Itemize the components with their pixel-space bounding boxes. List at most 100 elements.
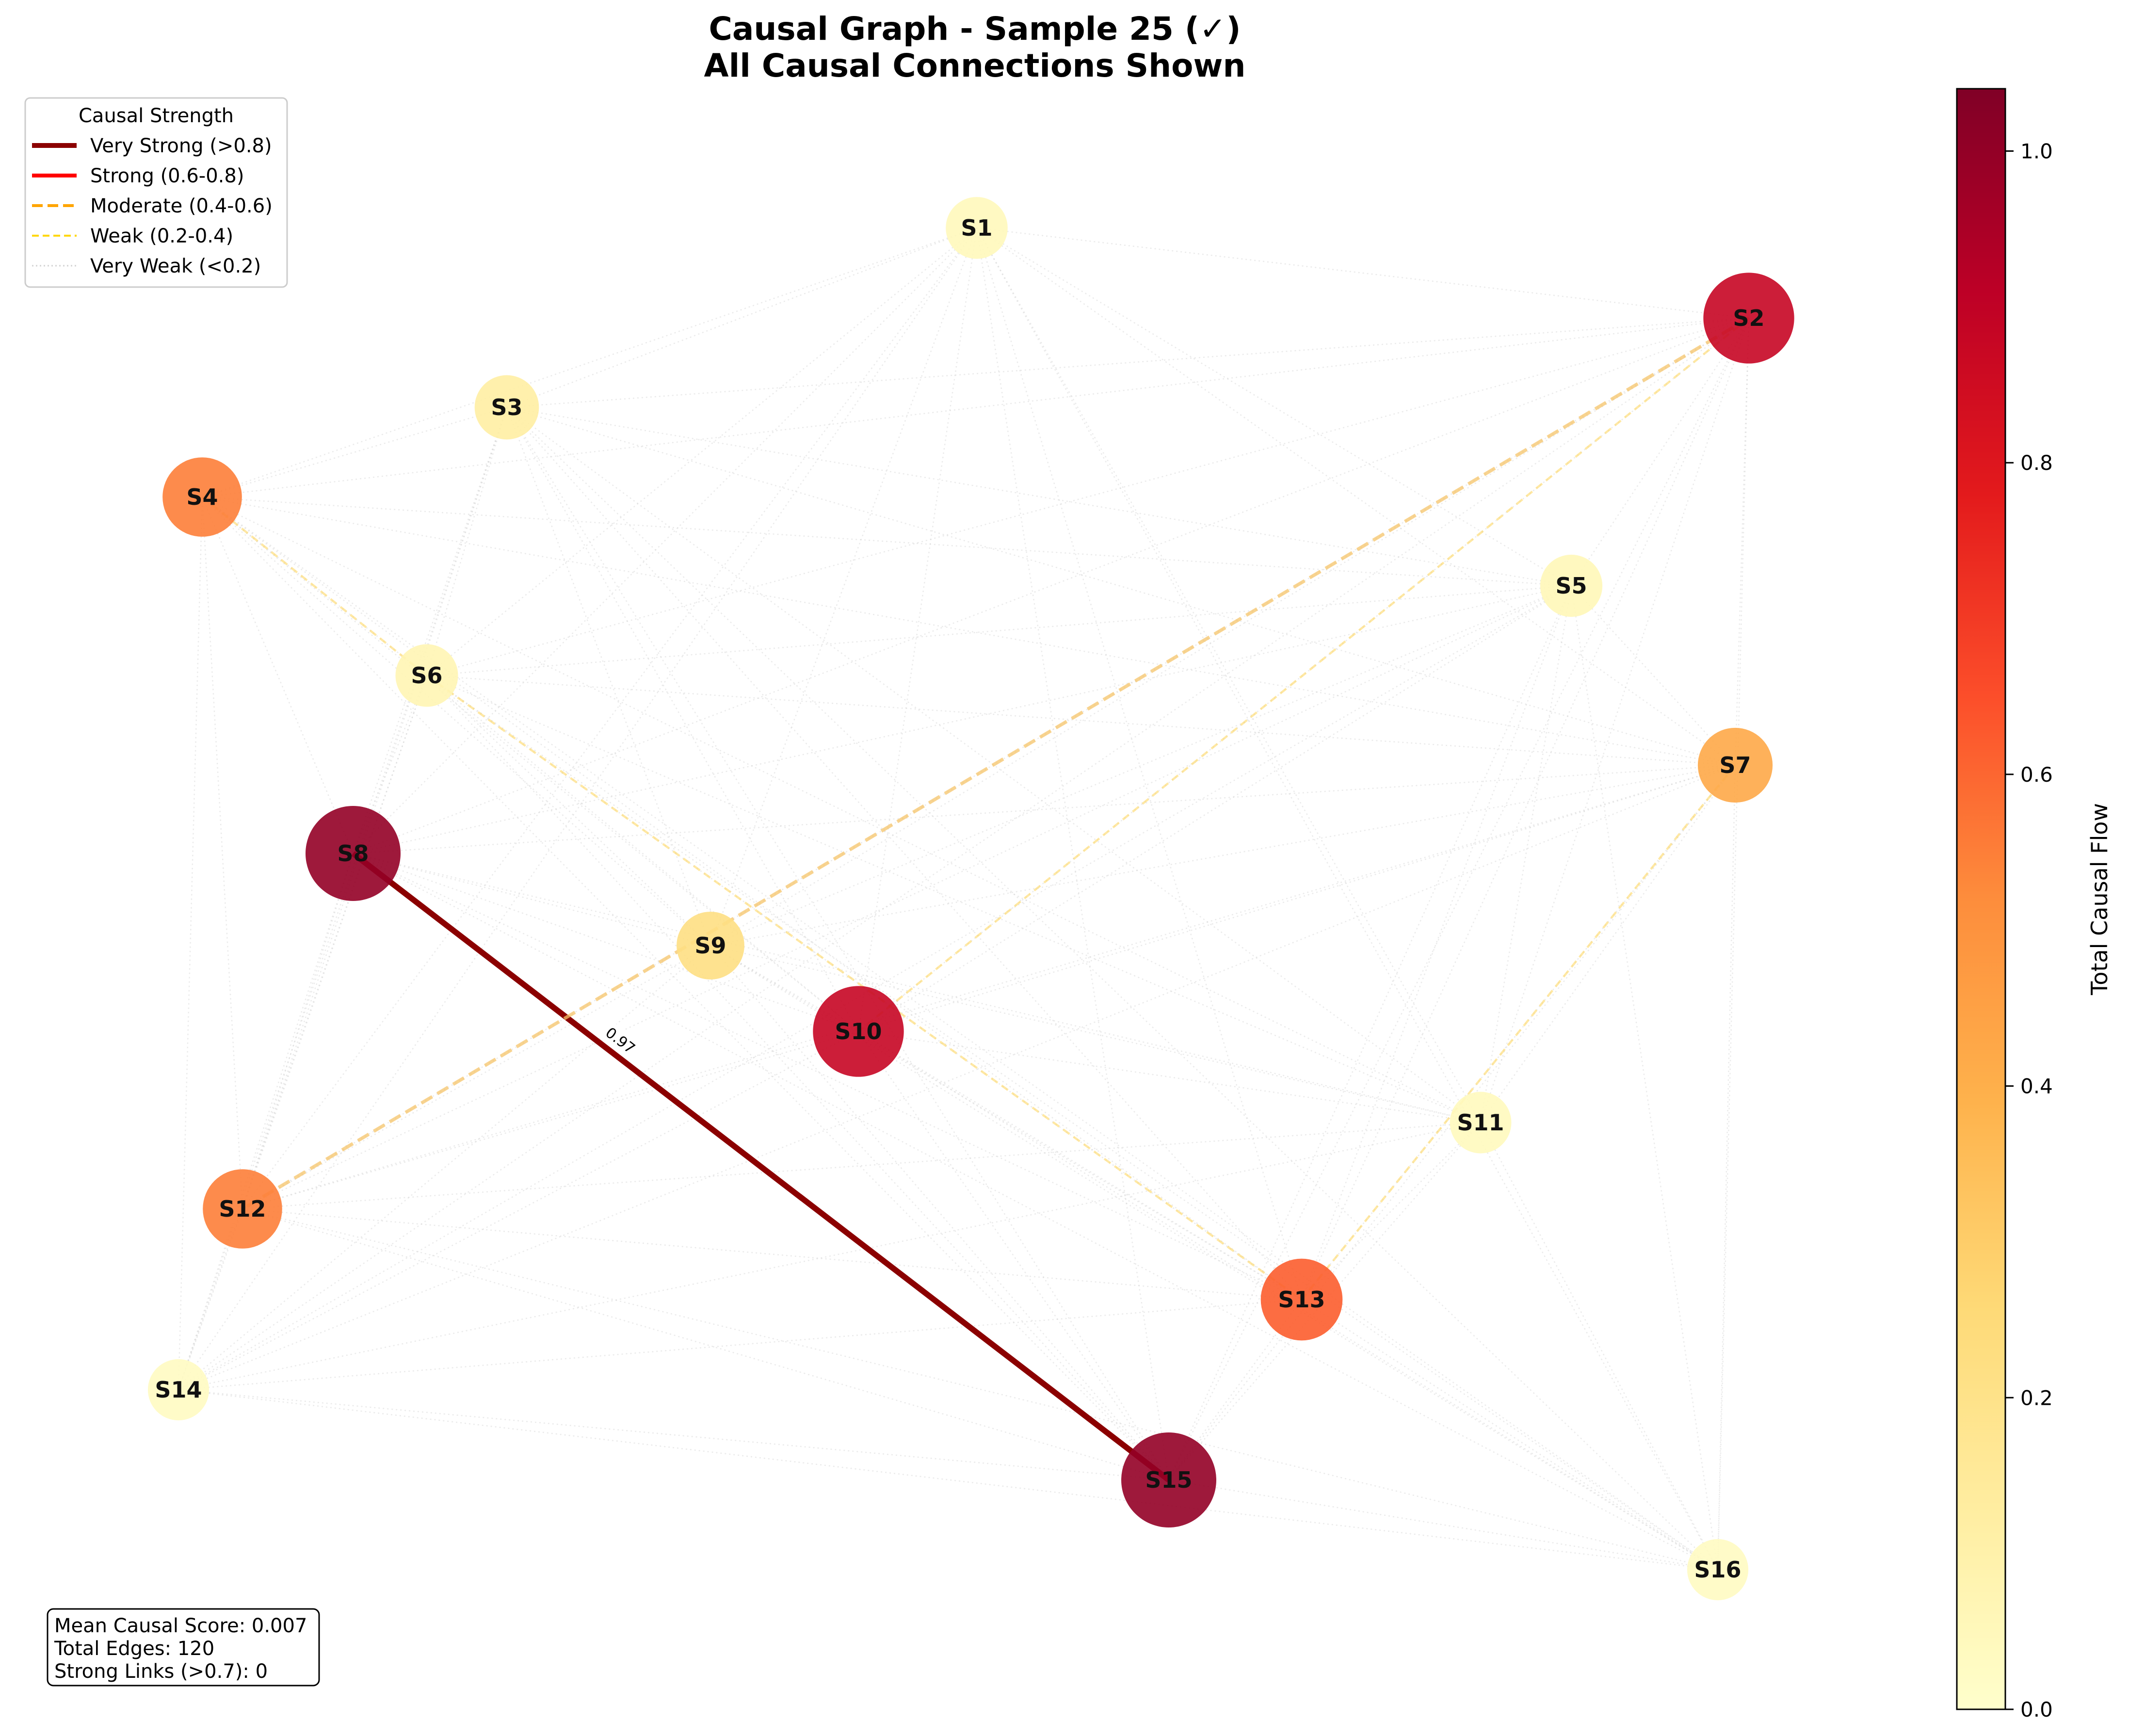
edge-S12-S15 [242, 1208, 1169, 1481]
graph-nodes: S1 S2 S3 S4 S5 S6 S7 S8 S9 S10 S11 S12 S13 S14 S15 S16 [147, 197, 1794, 1601]
node-s4[interactable]: S4 [162, 457, 242, 537]
node-label: S11 [1457, 1109, 1504, 1136]
edge-S3-S4 [202, 406, 507, 498]
legend-item-label: Strong (0.6-0.8) [90, 165, 244, 187]
node-label: S9 [694, 932, 726, 959]
stats-edges: Total Edges: 120 [54, 1638, 214, 1660]
node-s6[interactable]: S6 [395, 644, 458, 707]
edge-S3-S7 [506, 406, 1736, 766]
colorbar-tick-label: 0.6 [2020, 763, 2053, 787]
edge-S6-S15 [426, 675, 1169, 1480]
edge-S12-S13 [242, 1208, 1302, 1301]
node-s1[interactable]: S1 [946, 197, 1008, 259]
node-s2[interactable]: S2 [1703, 273, 1794, 364]
legend: Causal Strength Very Strong (>0.8) Strong… [24, 97, 288, 288]
edge-S1-S3 [506, 227, 977, 408]
edge-S1-S9 [710, 227, 978, 946]
edge-S5-S7 [1571, 585, 1736, 766]
edge-S2-S14 [178, 317, 1749, 1391]
node-s12[interactable]: S12 [203, 1169, 282, 1249]
edge-S2-S6 [426, 317, 1749, 676]
node-s9[interactable]: S9 [677, 912, 744, 980]
edge-S5-S11 [1480, 585, 1572, 1123]
node-circle [677, 912, 744, 980]
edge-S2-S15 [1168, 318, 1750, 1480]
edge-S11-S15 [1168, 1122, 1481, 1480]
stats-frame [47, 1608, 320, 1687]
edge-S6-S8 [352, 675, 428, 854]
edge-S15-S16 [1168, 1479, 1718, 1571]
edge-S3-S10 [506, 407, 859, 1032]
edge-S10-S15 [857, 1031, 1170, 1480]
node-label: S13 [1278, 1286, 1325, 1313]
very-weak-edges [177, 227, 1750, 1571]
legend-item-label: Moderate (0.4-0.6) [90, 195, 273, 217]
edge-S2-S10 [857, 317, 1750, 1032]
edge-S2-S4 [202, 317, 1749, 498]
edge-S6-S14 [177, 675, 428, 1390]
edge-S3-S5 [506, 406, 1572, 587]
node-circle [474, 375, 539, 440]
edge-S5-S15 [1168, 585, 1572, 1480]
edge-S2-S5 [1570, 318, 1750, 586]
node-s10[interactable]: S10 [813, 986, 904, 1077]
node-label: S10 [835, 1018, 882, 1045]
edge-S3-S11 [506, 406, 1481, 1124]
node-s16[interactable]: S16 [1687, 1539, 1749, 1601]
node-circle [1121, 1432, 1216, 1527]
edge-S4-S7 [202, 496, 1736, 766]
edge-S2-S16 [1717, 318, 1750, 1570]
edge-S5-S12 [242, 585, 1572, 1210]
edge-S3-S6 [426, 407, 508, 676]
edge-S1-S4 [202, 227, 977, 498]
edge-S6-S9 [426, 675, 711, 946]
node-s7[interactable]: S7 [1697, 727, 1773, 803]
stats-strong-links: Strong Links (>0.7): 0 [54, 1660, 268, 1683]
node-s15[interactable]: S15 [1121, 1432, 1216, 1527]
edge-S7-S15 [1168, 765, 1736, 1480]
colorbar-tick-label: 1.0 [2020, 140, 2053, 163]
edge-S8-S9 [353, 852, 711, 947]
node-label: S7 [1719, 752, 1751, 778]
node-s3[interactable]: S3 [474, 375, 539, 440]
node-circle [1450, 1092, 1512, 1154]
edge-S6-S10 [426, 675, 859, 1032]
legend-item-label: Weak (0.2-0.4) [90, 225, 233, 247]
edge-S4-S6 [201, 496, 428, 676]
edge-S3-S8 [352, 407, 508, 854]
node-circle [203, 1169, 282, 1249]
edge-S1-S14 [177, 227, 978, 1390]
edge-S5-S16 [1570, 585, 1719, 1570]
edge-S7-S10 [858, 764, 1736, 1032]
edge-S5-S9 [710, 585, 1572, 947]
node-s13[interactable]: S13 [1260, 1258, 1343, 1341]
edge-S9-S11 [710, 945, 1481, 1124]
edge-S11-S13 [1301, 1122, 1481, 1300]
edge-S10-S14 [178, 1030, 859, 1391]
node-label: S6 [411, 662, 442, 689]
edge-S8-S14 [177, 853, 354, 1390]
node-circle [1540, 554, 1603, 617]
edge-S1-S16 [976, 227, 1719, 1570]
edge-S8-S10 [353, 852, 859, 1032]
node-s8[interactable]: S8 [306, 806, 401, 901]
colorbar: 0.0 0.2 0.4 0.6 0.8 1.0 Total Causal Flow [1956, 88, 2113, 1721]
node-s5[interactable]: S5 [1540, 554, 1603, 617]
edge-S7-S9 [710, 764, 1736, 947]
edge-S1-S11 [976, 227, 1482, 1123]
edge-S7-S13 [1301, 764, 1736, 1301]
edge-S2-S8 [353, 317, 1749, 854]
node-label: S5 [1555, 573, 1587, 599]
edge-S10-S11 [858, 1030, 1481, 1124]
node-s14[interactable]: S14 [147, 1359, 210, 1421]
node-s11[interactable]: S11 [1450, 1092, 1512, 1154]
edge-S9-S15 [710, 945, 1169, 1480]
node-label: S1 [961, 215, 992, 241]
edge-S12-S16 [242, 1208, 1718, 1571]
node-label: S12 [219, 1196, 266, 1222]
edge-S1-S6 [426, 227, 977, 676]
legend-item-label: Very Weak (<0.2) [90, 255, 261, 277]
edge-S6-S12 [242, 675, 428, 1209]
edge-S13-S16 [1301, 1299, 1718, 1571]
